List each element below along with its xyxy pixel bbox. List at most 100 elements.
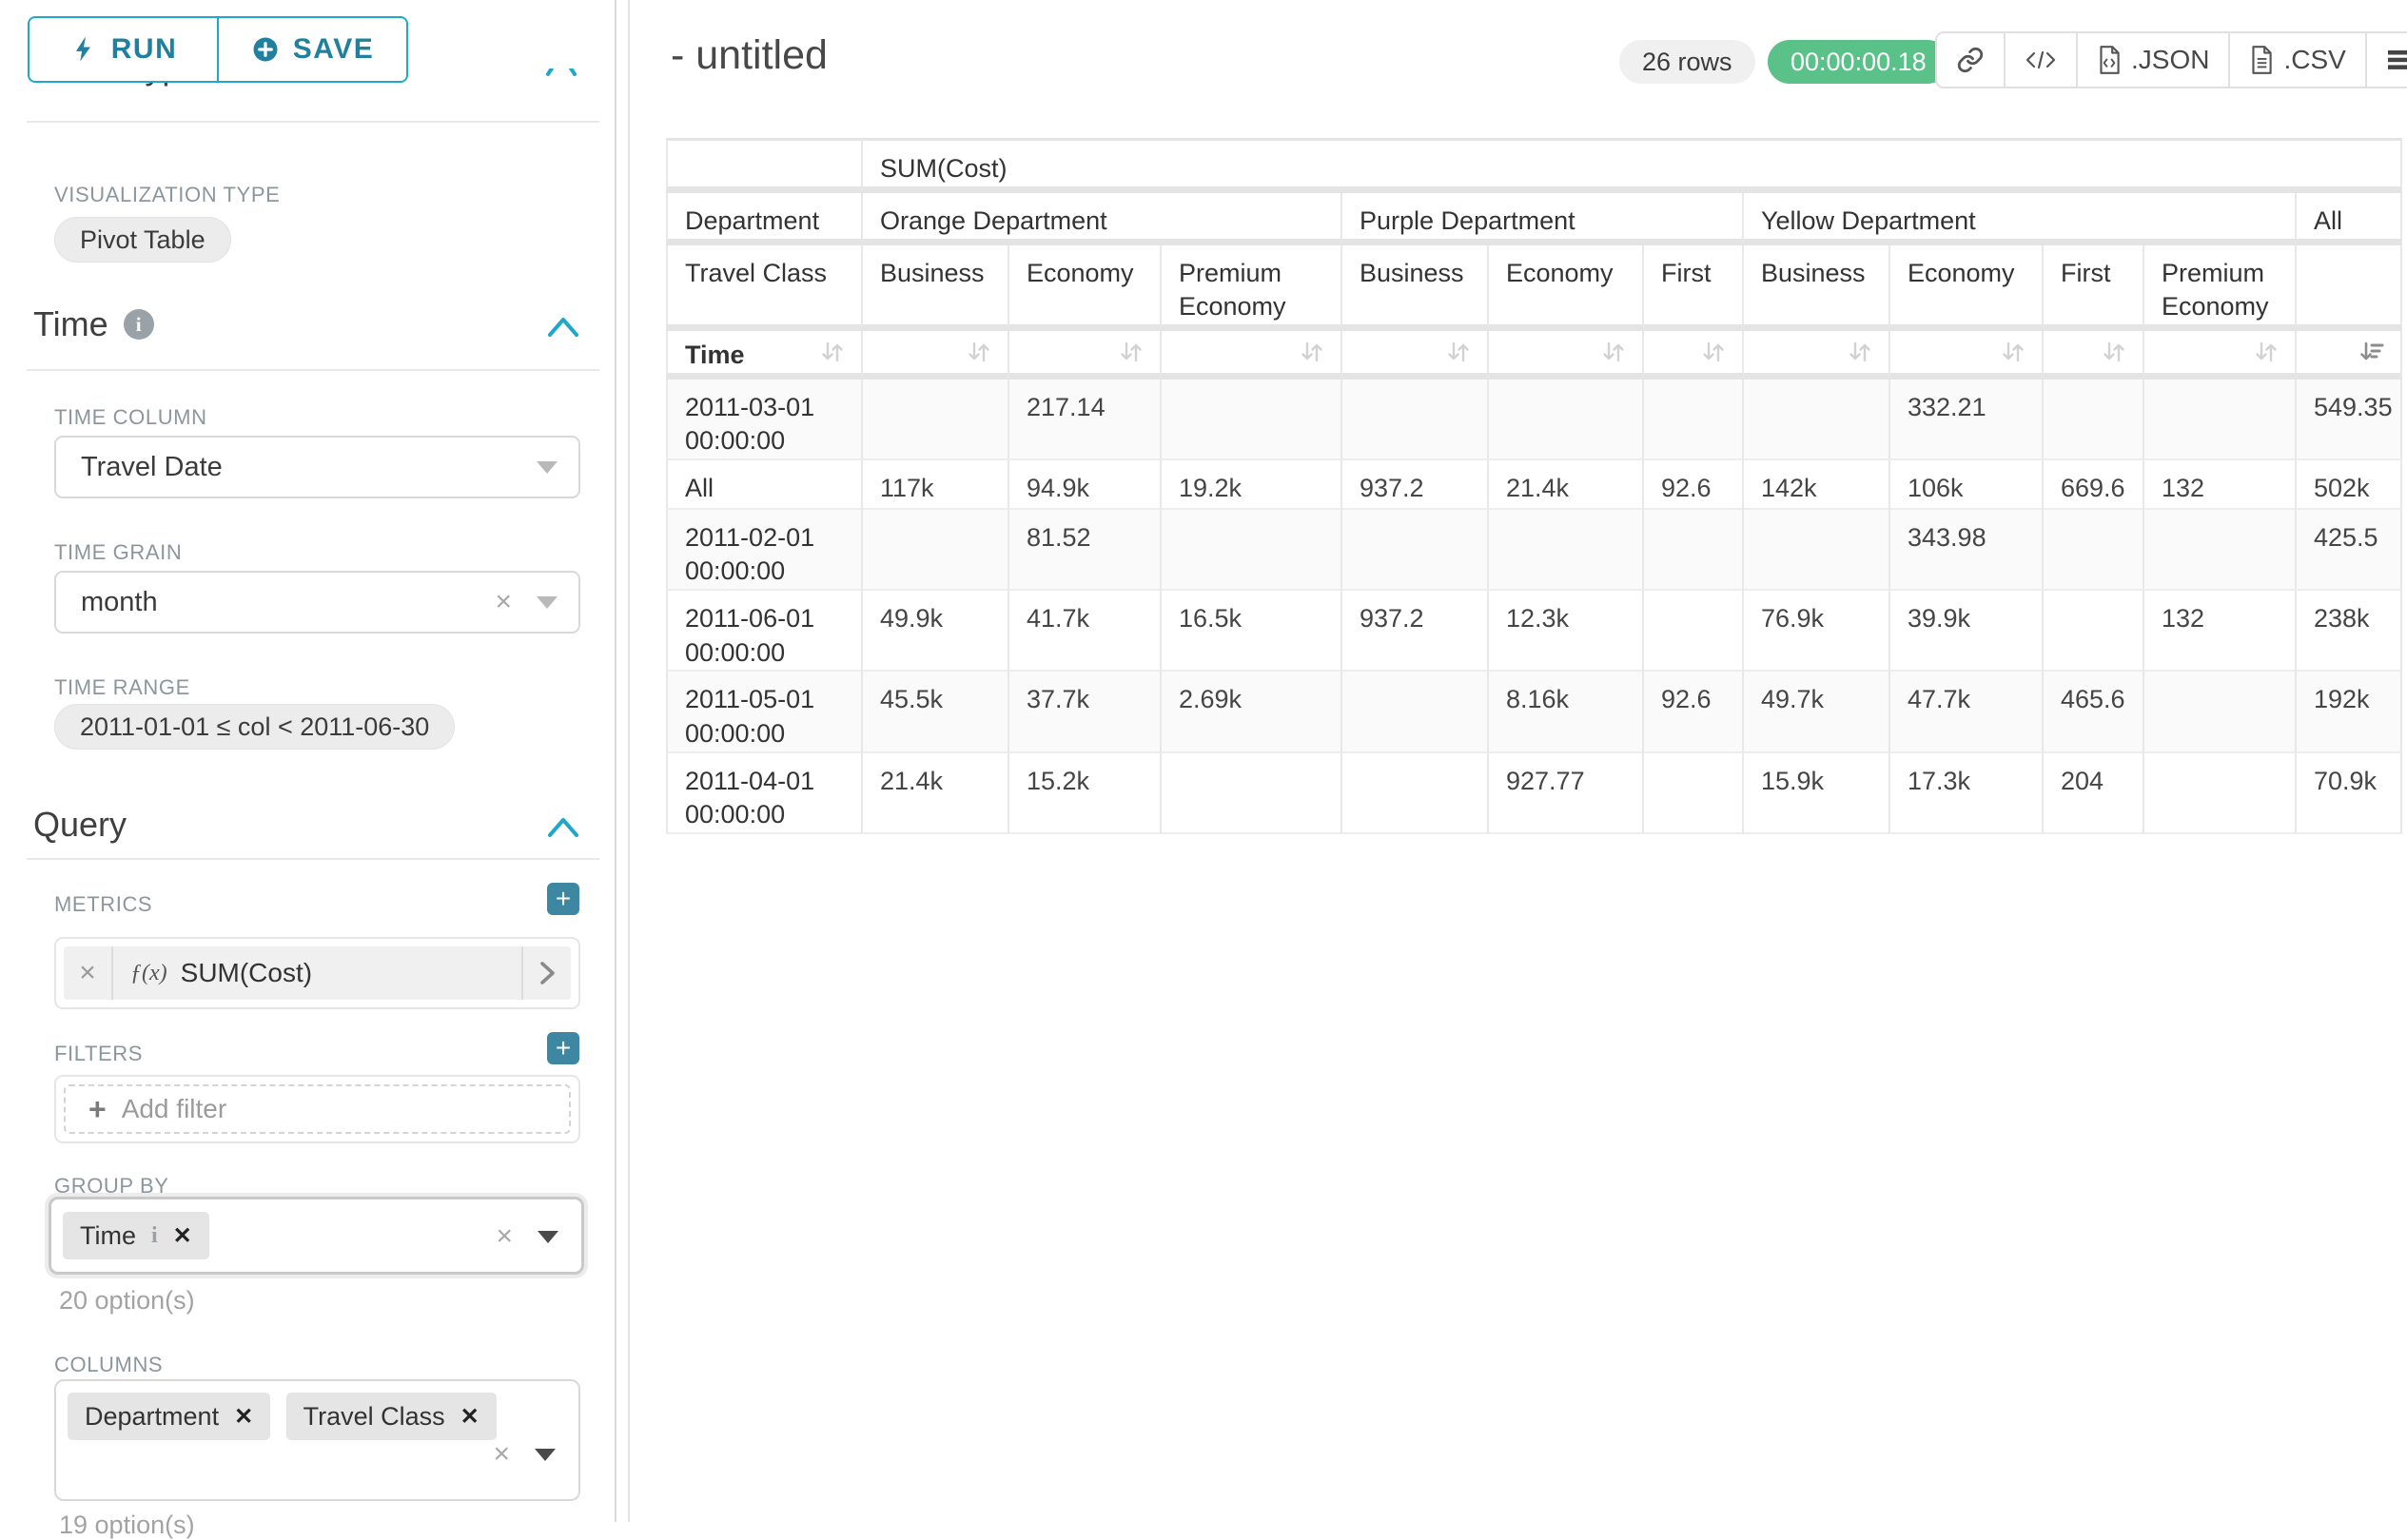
sort-arrows-icon[interactable] [819,339,846,365]
add-filter-plus-button[interactable]: + [547,1032,579,1064]
pivot-value-cell [1489,379,1644,460]
chip-label: Time [80,1220,136,1250]
columns-select[interactable]: Department ✕ Travel Class ✕ × [54,1379,580,1501]
sort-arrows-icon[interactable] [2253,339,2280,365]
chart-title[interactable]: - untitled [671,32,828,78]
remove-chip-icon[interactable]: ✕ [234,1403,254,1430]
query-section-header: Query [33,805,127,845]
pivot-value-cell [1744,379,1890,460]
sort-arrows-icon[interactable] [1600,339,1627,365]
pivot-value-cell: 45.5k [863,672,1009,753]
pivot-class-header: Economy [1009,244,1162,331]
pivot-corner-cell [666,138,863,193]
remove-chip-icon[interactable]: ✕ [460,1403,479,1430]
file-text-icon [2252,46,2273,74]
clear-icon[interactable]: × [495,586,512,617]
clear-icon[interactable]: × [493,1438,510,1470]
save-button[interactable]: SAVE [217,18,406,81]
sort-arrows-icon[interactable] [1700,339,1727,365]
time-grain-select[interactable]: month × [54,571,580,634]
copy-link-button[interactable] [1937,33,2004,87]
pivot-value-cell [1644,591,1744,673]
pivot-value-cell [1644,509,1744,591]
pivot-value-cell: 15.2k [1009,752,1162,834]
plus-circle-icon [253,37,278,62]
save-button-label: SAVE [292,33,375,65]
panel-divider-line [628,0,630,1522]
visualization-type-pill[interactable]: Pivot Table [54,217,231,263]
pivot-value-cell: 937.2 [1342,459,1489,510]
pivot-value-cell [1162,379,1342,460]
time-grain-label: TIME GRAIN [54,540,183,564]
sort-arrows-icon[interactable] [966,339,992,365]
pivot-value-cell: 15.9k [1744,752,1890,834]
divider [27,121,599,123]
add-metric-button[interactable]: + [547,883,579,915]
pivot-value-cell [1162,752,1342,834]
pivot-value-cell [863,379,1009,460]
remove-metric-icon[interactable]: × [64,946,113,1000]
pivot-value-cell: 76.9k [1744,591,1890,673]
pivot-value-cell: 12.3k [1489,591,1644,673]
pivot-value-cell: 927.77 [1489,752,1644,834]
time-range-pill[interactable]: 2011-01-01 ≤ col < 2011-06-30 [54,704,456,750]
pivot-value-cell [1744,509,1890,591]
pivot-value-cell: 502k [2297,459,2402,510]
export-json-button[interactable]: .JSON [2076,33,2228,87]
info-circle-icon[interactable]: i [123,309,154,340]
chevron-up-icon[interactable] [546,314,580,339]
pivot-sort-cell [863,330,1009,380]
menu-button[interactable] [2364,33,2407,87]
pivot-value-cell: 94.9k [1009,459,1162,510]
pivot-time-label: Time [685,340,745,369]
pivot-value-cell: 669.6 [2044,459,2144,510]
add-filter-button[interactable]: + Add filter [64,1084,571,1134]
pivot-sort-cell [1009,330,1162,380]
sort-arrows-icon[interactable] [1118,339,1145,365]
metric-item[interactable]: × ƒ(x) SUM(Cost) [64,946,571,1000]
sort-arrows-icon[interactable] [2101,339,2127,365]
file-code-icon [2100,46,2120,74]
sort-descending-icon[interactable] [2358,339,2385,365]
sort-arrows-icon[interactable] [1847,339,1873,365]
pivot-value-cell: 238k [2297,591,2402,673]
group-by-select[interactable]: Time i ✕ × [49,1197,584,1275]
chevron-right-icon[interactable] [521,946,571,1000]
pivot-value-cell [2144,379,2297,460]
sort-arrows-icon[interactable] [1445,339,1472,365]
pivot-value-cell: 17.3k [1890,752,2044,834]
time-column-select[interactable]: Travel Date [54,436,580,498]
run-button[interactable]: RUN [29,18,217,81]
pivot-class-header: First [1644,244,1744,331]
time-range-label: TIME RANGE [54,675,190,699]
chevron-down-icon[interactable] [535,1448,556,1461]
pivot-value-cell: 37.7k [1009,672,1162,753]
remove-chip-icon[interactable]: ✕ [172,1222,192,1249]
sort-arrows-icon[interactable] [2000,339,2026,365]
info-icon[interactable]: i [151,1222,158,1248]
clear-icon[interactable]: × [496,1220,513,1252]
pivot-value-cell [1489,509,1644,591]
export-csv-button[interactable]: .CSV [2228,33,2364,87]
bolt-icon [75,37,90,62]
pivot-value-cell: 132 [2144,459,2297,510]
chevron-down-icon [537,595,558,609]
pivot-class-header-empty [2297,244,2402,331]
pivot-value-cell: 2.69k [1162,672,1342,753]
chevron-up-icon[interactable] [546,814,580,839]
sort-arrows-icon[interactable] [1299,339,1325,365]
panel-divider[interactable] [615,0,616,1522]
pivot-value-cell: 49.7k [1744,672,1890,753]
group-by-label: GROUP BY [54,1174,169,1198]
link-icon [1957,47,1984,73]
pivot-value-cell: 8.16k [1489,672,1644,753]
pivot-metric-header: SUM(Cost) [863,138,2402,193]
export-action-group: .JSON .CSV [1935,31,2407,88]
chevron-down-icon[interactable] [538,1230,558,1243]
pivot-value-cell [2044,591,2144,673]
pivot-value-cell [1342,509,1489,591]
embed-code-button[interactable] [2004,33,2076,87]
time-section-header: Time i [33,304,154,344]
pivot-value-cell: 425.5 [2297,509,2402,591]
pivot-class-header: Business [1342,244,1489,331]
